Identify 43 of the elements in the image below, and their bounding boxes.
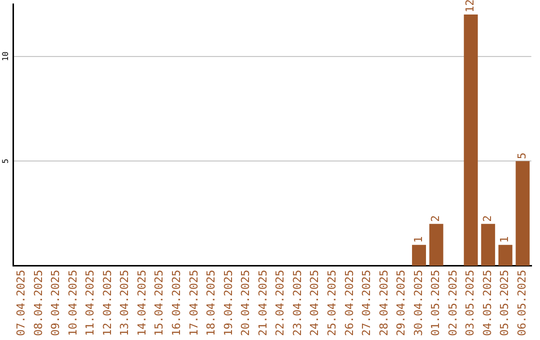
data-label: 5 <box>516 152 529 160</box>
x-tick-label: 08.04.2025 <box>32 270 45 336</box>
data-label: 1 <box>412 236 425 243</box>
x-tick-label: 13.04.2025 <box>118 270 132 336</box>
y-tick-label: 10 <box>1 51 10 62</box>
x-tick-label: 18.04.2025 <box>204 270 218 336</box>
x-tick-label: 07.04.2025 <box>14 270 28 336</box>
data-label: 1 <box>498 236 512 243</box>
bar <box>429 224 444 266</box>
x-tick-label: 03.05.2025 <box>464 270 477 336</box>
x-tick-label: 27.04.2025 <box>360 270 374 336</box>
x-tick-label: 05.05.2025 <box>498 270 512 336</box>
x-tick-label: 20.04.2025 <box>239 270 252 336</box>
x-tick-label: 23.04.2025 <box>290 270 304 336</box>
bar <box>481 224 496 266</box>
x-tick-label: 12.04.2025 <box>100 270 114 336</box>
x-tick-label: 24.04.2025 <box>308 270 322 336</box>
bar <box>464 14 478 266</box>
x-tick-label: 02.05.2025 <box>446 270 460 336</box>
x-tick-label: 06.05.2025 <box>516 270 529 336</box>
data-label: 12 <box>464 0 477 12</box>
x-tick-label: 10.04.2025 <box>66 270 80 336</box>
data-label: 2 <box>480 215 494 222</box>
x-tick-label: 19.04.2025 <box>222 270 235 336</box>
x-tick-label: 15.04.2025 <box>152 270 166 336</box>
x-tick-label: 14.04.2025 <box>135 270 148 336</box>
x-tick-label: 17.04.2025 <box>187 270 200 336</box>
x-tick-label: 22.04.2025 <box>274 270 287 336</box>
x-tick-label: 25.04.2025 <box>325 270 338 336</box>
x-tick-label: 11.04.2025 <box>84 270 97 336</box>
x-tick-label: 30.04.2025 <box>412 270 425 336</box>
x-tick-label: 28.04.2025 <box>377 270 390 336</box>
x-tick-label: 04.05.2025 <box>480 270 494 336</box>
x-tick-label: 16.04.2025 <box>170 270 183 336</box>
bar <box>516 161 530 266</box>
data-label: 2 <box>429 215 442 222</box>
x-tick-label: 09.04.2025 <box>49 270 62 336</box>
x-tick-label: 21.04.2025 <box>256 270 270 336</box>
x-tick-label: 26.04.2025 <box>342 270 356 336</box>
x-tick-label: 29.04.2025 <box>394 270 408 336</box>
x-tick-label: 01.05.2025 <box>429 270 442 336</box>
bar <box>412 244 426 266</box>
bar <box>498 244 512 266</box>
